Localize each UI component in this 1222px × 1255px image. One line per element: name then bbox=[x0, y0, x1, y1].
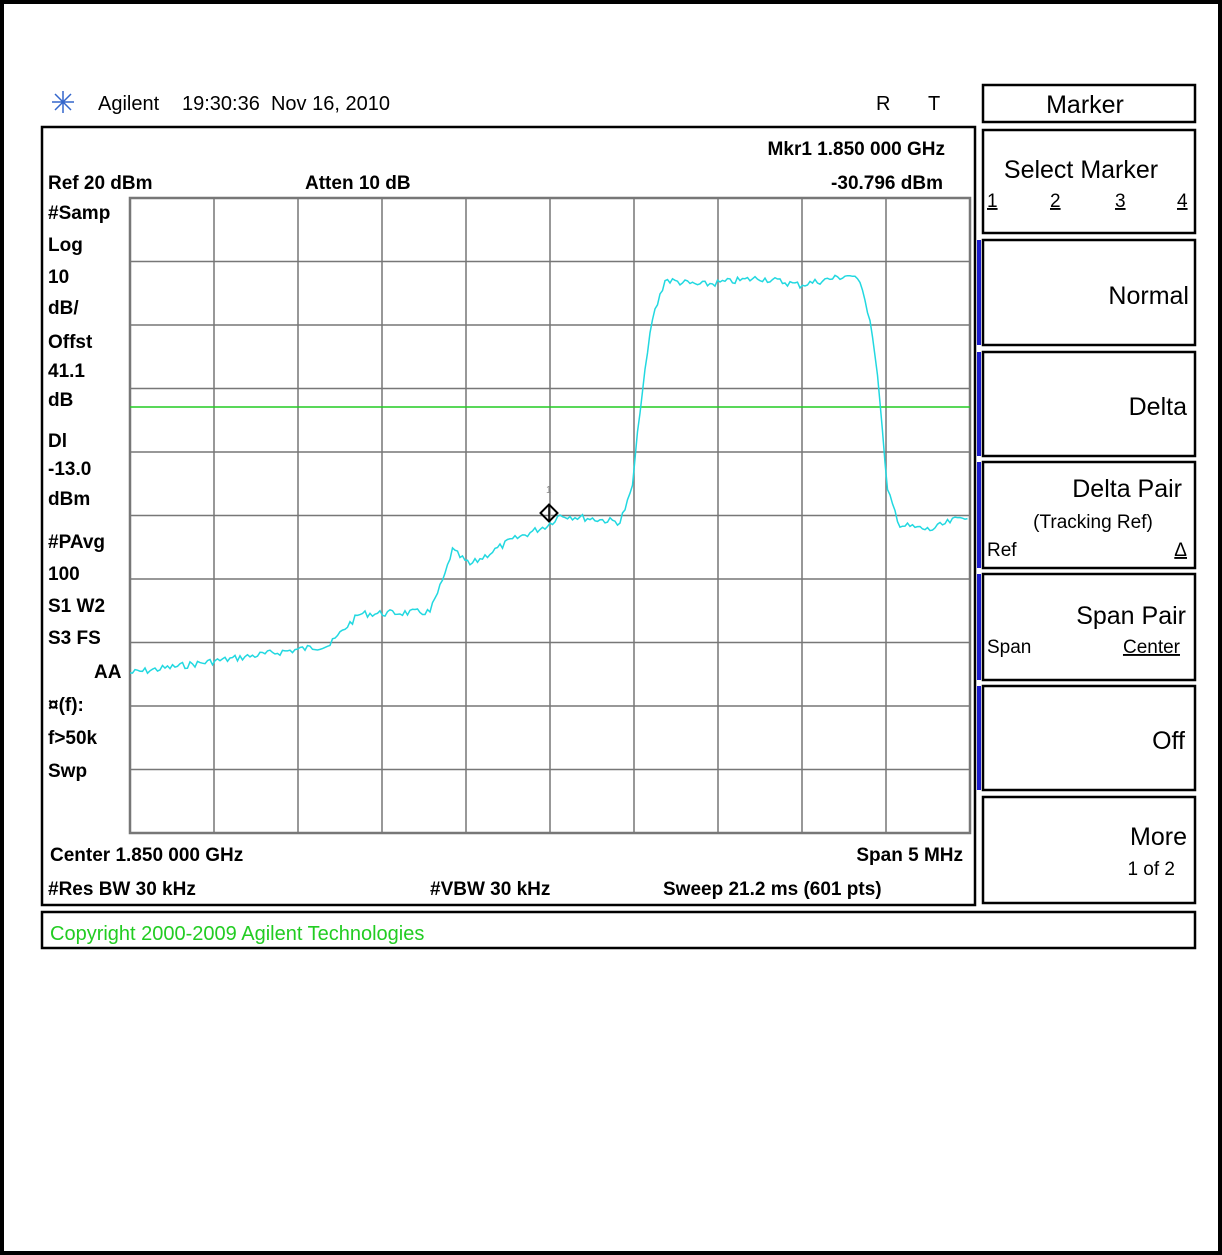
side-label: 100 bbox=[48, 564, 80, 585]
side-label: S3 FS bbox=[48, 628, 101, 649]
marker-option: 1 bbox=[987, 191, 998, 212]
timestamp: 19:30:36 Nov 16, 2010 bbox=[182, 93, 390, 115]
softkey[interactable] bbox=[981, 572, 1197, 682]
side-label: #Samp bbox=[48, 203, 110, 224]
graticule-border bbox=[128, 196, 972, 835]
softkey-edge bbox=[977, 462, 981, 568]
softkey-option: Δ bbox=[1174, 540, 1187, 561]
marker-option: 4 bbox=[1177, 191, 1188, 212]
side-label: AA bbox=[94, 662, 122, 683]
logo bbox=[52, 91, 74, 113]
softkey[interactable] bbox=[981, 128, 1197, 235]
side-label: f>50k bbox=[48, 728, 98, 749]
softkey[interactable] bbox=[981, 350, 1197, 458]
softkey-option: Ref bbox=[987, 540, 1017, 561]
side-label: dB/ bbox=[48, 298, 79, 319]
softkey[interactable] bbox=[981, 795, 1197, 905]
attenuation: Atten 10 dB bbox=[305, 173, 411, 194]
flag: T bbox=[928, 93, 940, 115]
softkey-edge bbox=[977, 574, 981, 680]
softkey-label: Delta Pair bbox=[1072, 475, 1182, 503]
marker-level: -30.796 dBm bbox=[831, 173, 943, 194]
menu-title: Marker bbox=[1046, 91, 1124, 119]
center-freq: Center 1.850 000 GHz bbox=[50, 845, 243, 866]
side-label: ¤(f): bbox=[48, 695, 84, 716]
softkey-sub: (Tracking Ref) bbox=[1033, 512, 1153, 533]
softkey-label: Off bbox=[1152, 727, 1185, 755]
softkey-edge bbox=[977, 240, 981, 345]
status-text: Copyright 2000-2009 Agilent Technologies bbox=[50, 923, 424, 945]
side-label: Offst bbox=[48, 332, 93, 353]
side-label: 41.1 bbox=[48, 361, 85, 382]
side-label: S1 W2 bbox=[48, 596, 105, 617]
marker-readout: Mkr1 1.850 000 GHz bbox=[768, 139, 945, 160]
res-bw: #Res BW 30 kHz bbox=[48, 879, 196, 900]
softkey-label: Span Pair bbox=[1076, 602, 1186, 630]
menu-title-box bbox=[981, 83, 1197, 124]
marker: 1 bbox=[539, 485, 559, 523]
softkeys: Select Marker 1 2 3 4 Normal Delta Delta Pair (T… bbox=[977, 128, 1197, 905]
side-labels: #Samp Log 10 dB/Offst 41.1 dB Dl -13.0 dBm #PAvg 1… bbox=[48, 203, 122, 782]
graticule bbox=[130, 198, 970, 833]
softkey[interactable] bbox=[981, 238, 1197, 347]
side-label: 10 bbox=[48, 267, 69, 288]
softkey-label: Select Marker bbox=[1004, 156, 1158, 184]
sweep: Sweep 21.2 ms (601 pts) bbox=[663, 879, 882, 900]
vbw: #VBW 30 kHz bbox=[430, 879, 550, 900]
side-label: Log bbox=[48, 235, 83, 256]
softkey-label: Delta bbox=[1129, 393, 1187, 421]
marker-option: 3 bbox=[1115, 191, 1126, 212]
status-bar bbox=[40, 910, 1197, 950]
softkey-option: Center bbox=[1123, 637, 1181, 658]
softkey-label: More bbox=[1130, 823, 1187, 851]
side-label: dB bbox=[48, 390, 73, 411]
softkey-sub: 1 of 2 bbox=[1127, 859, 1175, 880]
side-label: Swp bbox=[48, 761, 87, 782]
trace bbox=[129, 274, 968, 675]
side-label: #PAvg bbox=[48, 532, 105, 553]
marker-option: 2 bbox=[1050, 191, 1061, 212]
ref-level: Ref 20 dBm bbox=[48, 173, 153, 194]
side-label: -13.0 bbox=[48, 459, 91, 480]
softkey-edge bbox=[977, 686, 981, 790]
softkey-option: Span bbox=[987, 637, 1031, 658]
softkey-edge bbox=[977, 352, 981, 456]
softkey[interactable] bbox=[981, 684, 1197, 792]
flag: R bbox=[876, 93, 890, 115]
softkey[interactable] bbox=[981, 460, 1197, 570]
side-label: Dl bbox=[48, 431, 67, 452]
softkey-label: Normal bbox=[1108, 282, 1189, 310]
side-label: dBm bbox=[48, 489, 90, 510]
brand: Agilent bbox=[98, 93, 160, 115]
marker-number: 1 bbox=[546, 485, 552, 496]
span: Span 5 MHz bbox=[856, 845, 963, 866]
